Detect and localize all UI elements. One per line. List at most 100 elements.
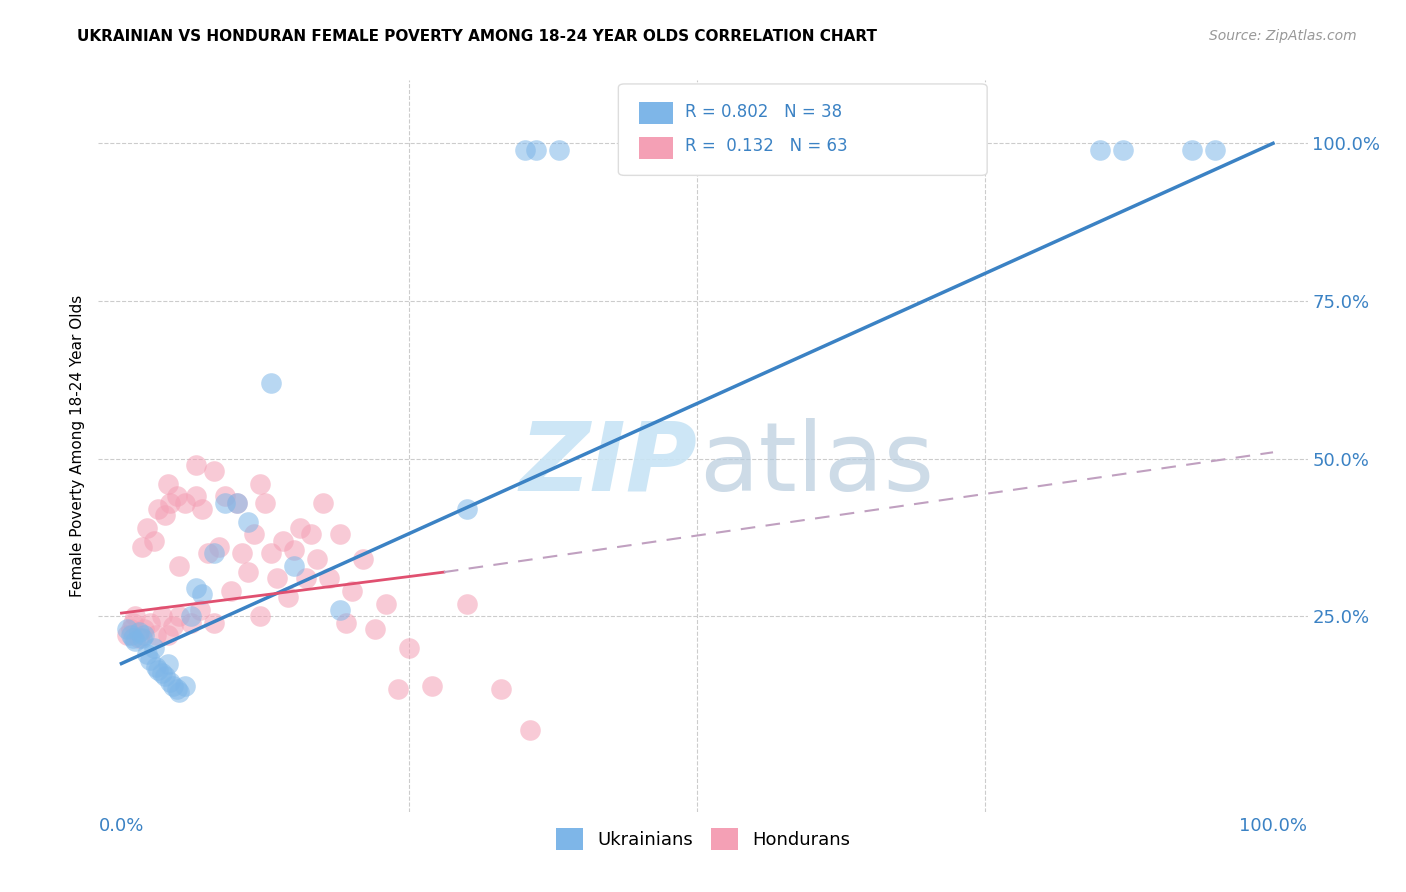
Point <box>491 681 513 696</box>
Point <box>307 552 329 566</box>
Point <box>162 679 184 693</box>
Point <box>124 609 146 624</box>
Point <box>301 527 323 541</box>
Point <box>167 558 190 573</box>
Point <box>162 618 184 632</box>
Point <box>135 647 157 661</box>
Point <box>145 628 167 642</box>
Point <box>375 597 398 611</box>
Point <box>219 584 242 599</box>
Point <box>294 571 316 585</box>
Point <box>1181 143 1204 157</box>
Point <box>145 659 167 673</box>
Point <box>1204 143 1226 157</box>
Point <box>166 490 188 504</box>
Point <box>186 581 208 595</box>
FancyBboxPatch shape <box>619 84 987 176</box>
Point <box>288 521 311 535</box>
Point <box>191 502 214 516</box>
Point <box>202 464 225 478</box>
Point <box>135 521 157 535</box>
Point <box>115 622 138 636</box>
Point <box>456 502 478 516</box>
Point <box>231 546 253 560</box>
Point <box>513 143 536 157</box>
Point <box>139 615 162 630</box>
Point <box>249 609 271 624</box>
Point <box>260 546 283 560</box>
Point <box>134 628 156 642</box>
Point <box>180 615 202 630</box>
Point <box>254 496 277 510</box>
Point <box>142 640 165 655</box>
Point <box>214 490 236 504</box>
Point <box>188 603 211 617</box>
Point <box>159 675 181 690</box>
Point <box>155 669 177 683</box>
Point <box>225 496 247 510</box>
Point <box>191 587 214 601</box>
Point <box>173 496 195 510</box>
Point <box>364 622 387 636</box>
Point <box>208 540 231 554</box>
Point <box>236 515 259 529</box>
Point <box>329 527 352 541</box>
Point <box>236 565 259 579</box>
Point <box>150 665 173 680</box>
Point <box>167 685 190 699</box>
Point <box>318 571 340 585</box>
Point <box>148 663 170 677</box>
Legend: Ukrainians, Hondurans: Ukrainians, Hondurans <box>548 821 858 857</box>
Point <box>156 476 179 491</box>
Point <box>352 552 374 566</box>
Y-axis label: Female Poverty Among 18-24 Year Olds: Female Poverty Among 18-24 Year Olds <box>69 295 84 597</box>
Point <box>159 496 181 510</box>
Point <box>519 723 541 737</box>
Point <box>128 632 150 646</box>
Point <box>180 609 202 624</box>
Point <box>156 628 179 642</box>
Point <box>120 628 142 642</box>
Text: atlas: atlas <box>699 417 935 511</box>
Text: R =  0.132   N = 63: R = 0.132 N = 63 <box>685 137 848 155</box>
Point <box>329 603 352 617</box>
Point <box>120 622 142 636</box>
Point <box>155 508 177 523</box>
Point <box>122 615 145 630</box>
Point <box>260 376 283 390</box>
Point <box>456 597 478 611</box>
Point <box>148 502 170 516</box>
Point <box>131 632 153 646</box>
Point <box>139 653 162 667</box>
Point <box>150 609 173 624</box>
Point <box>124 634 146 648</box>
Point <box>1112 143 1135 157</box>
Bar <box>638 136 673 159</box>
Point <box>225 496 247 510</box>
Text: R = 0.802   N = 38: R = 0.802 N = 38 <box>685 103 842 120</box>
Point <box>548 143 571 157</box>
Point <box>134 622 156 636</box>
Point <box>122 632 145 646</box>
Point <box>167 609 190 624</box>
Point <box>214 496 236 510</box>
Bar <box>638 103 673 124</box>
Point <box>142 533 165 548</box>
Point <box>1090 143 1112 157</box>
Point <box>202 546 225 560</box>
Point <box>312 496 335 510</box>
Point <box>340 584 363 599</box>
Point <box>266 571 288 585</box>
Point <box>243 527 266 541</box>
Point <box>524 143 547 157</box>
Point <box>335 615 357 630</box>
Point <box>166 681 188 696</box>
Text: ZIP: ZIP <box>519 417 697 511</box>
Point <box>186 490 208 504</box>
Point <box>271 533 294 548</box>
Point <box>186 458 208 472</box>
Point <box>202 615 225 630</box>
Point <box>283 558 305 573</box>
Point <box>115 628 138 642</box>
Point <box>249 476 271 491</box>
